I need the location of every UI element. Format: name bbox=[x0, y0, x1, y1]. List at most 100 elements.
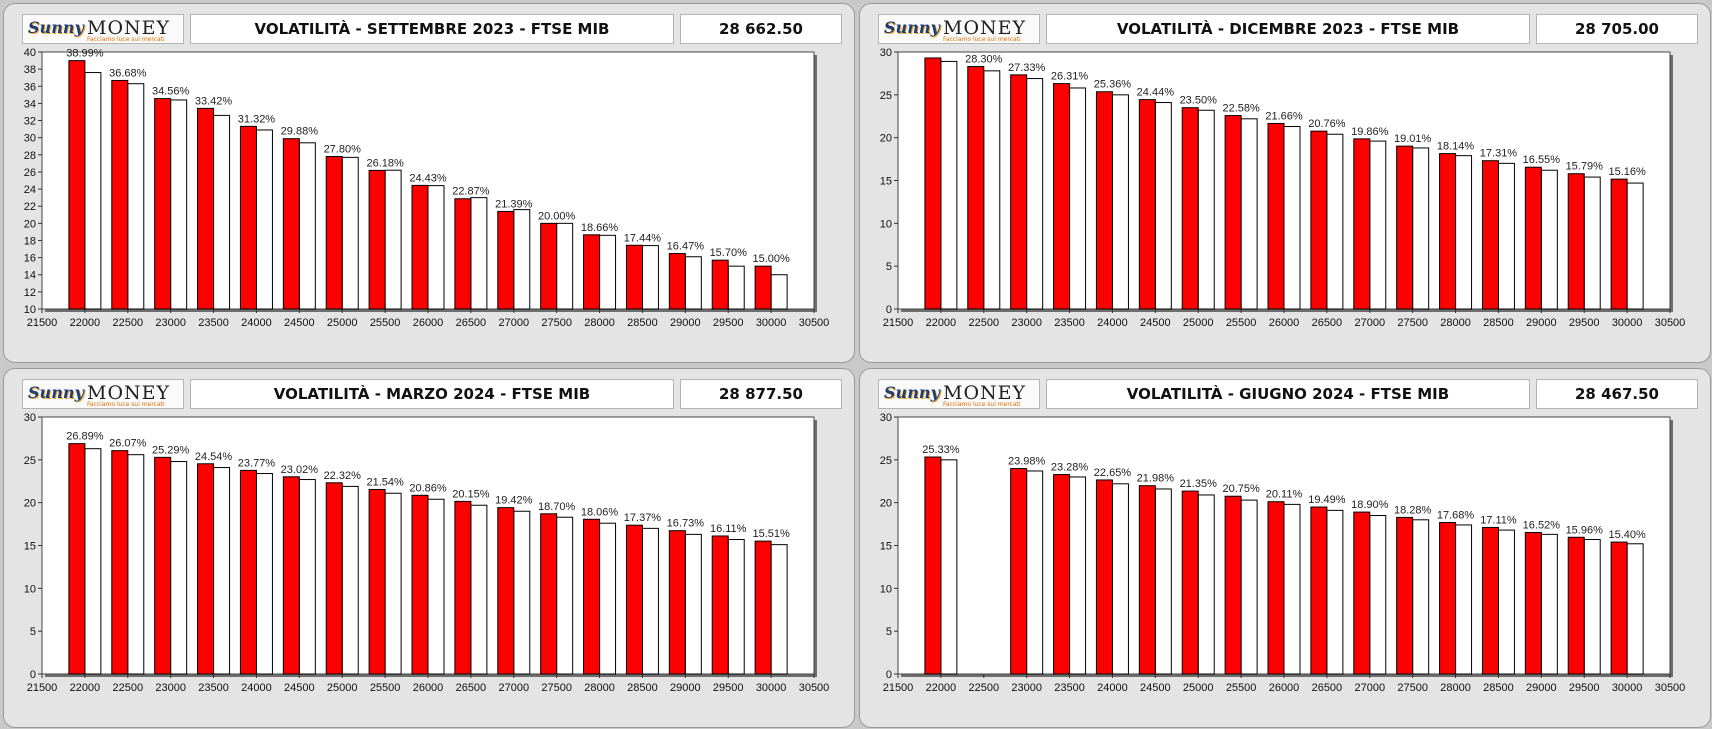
x-tick-label: 26500 bbox=[1312, 317, 1343, 329]
logo-tagline: Facciamo luce sui mercati bbox=[943, 401, 1021, 408]
y-tick-label: 30 bbox=[24, 412, 36, 424]
bar-red bbox=[754, 265, 772, 310]
bar-red bbox=[711, 535, 729, 675]
data-label: 15.00% bbox=[752, 253, 790, 265]
chart-title: VOLATILITÀ - MARZO 2024 - FTSE MIB bbox=[190, 379, 674, 409]
chart-panel-2: Sunny MONEY Facciamo luce sui mercati VO… bbox=[859, 3, 1711, 363]
bar-red bbox=[1610, 541, 1628, 675]
data-label: 24.54% bbox=[195, 451, 233, 463]
data-label: 17.11% bbox=[1480, 514, 1517, 526]
data-label: 36.68% bbox=[109, 67, 147, 79]
x-tick-label: 22500 bbox=[968, 317, 999, 329]
bar-red bbox=[1481, 160, 1499, 310]
bar-red bbox=[1567, 173, 1585, 310]
bar-red bbox=[1439, 522, 1457, 675]
y-tick-label: 24 bbox=[24, 184, 36, 196]
x-tick-label: 25000 bbox=[1183, 682, 1214, 694]
data-label: 15.51% bbox=[752, 528, 790, 540]
bar-white bbox=[1069, 476, 1087, 675]
data-label: 33.42% bbox=[195, 95, 233, 107]
bar-white bbox=[298, 142, 316, 310]
x-tick-label: 21500 bbox=[27, 682, 58, 694]
chart-panel-3: Sunny MONEY Facciamo luce sui mercati VO… bbox=[3, 368, 855, 728]
bar-white bbox=[1626, 543, 1644, 675]
data-label: 18.28% bbox=[1394, 504, 1432, 516]
bar-white bbox=[1626, 182, 1644, 310]
data-label: 23.98% bbox=[1008, 456, 1046, 468]
chart-title: VOLATILITÀ - GIUGNO 2024 - FTSE MIB bbox=[1046, 379, 1530, 409]
bar-white bbox=[1240, 118, 1258, 310]
x-tick-label: 28000 bbox=[584, 682, 615, 694]
logo-tagline: Facciamo luce sui mercati bbox=[87, 401, 165, 408]
bar-red bbox=[1524, 531, 1542, 675]
bar-white bbox=[641, 527, 659, 675]
bar-white bbox=[1069, 87, 1087, 310]
y-tick-label: 36 bbox=[24, 81, 36, 93]
bar-red bbox=[1181, 490, 1199, 675]
y-tick-label: 25 bbox=[880, 455, 892, 467]
y-tick-label: 10 bbox=[880, 583, 892, 595]
bar-white bbox=[684, 256, 702, 310]
bar-red bbox=[1053, 474, 1071, 675]
data-label: 16.55% bbox=[1523, 154, 1561, 166]
x-tick-label: 27000 bbox=[498, 317, 529, 329]
bar-white bbox=[513, 209, 531, 310]
bar-red bbox=[668, 530, 686, 675]
bar-red bbox=[1053, 83, 1071, 310]
bar-white bbox=[1154, 102, 1172, 310]
logo-money-text: MONEY bbox=[87, 17, 171, 39]
x-tick-label: 29500 bbox=[713, 682, 744, 694]
bar-white bbox=[1197, 494, 1215, 675]
data-label: 24.43% bbox=[409, 172, 447, 184]
bar-white bbox=[427, 498, 445, 675]
bar-red bbox=[325, 156, 343, 310]
bar-white bbox=[1497, 162, 1515, 310]
logo-tagline: Facciamo luce sui mercati bbox=[87, 36, 165, 43]
x-tick-label: 24000 bbox=[241, 682, 272, 694]
x-tick-label: 24500 bbox=[284, 317, 315, 329]
bar-white bbox=[599, 522, 617, 675]
y-tick-label: 28 bbox=[24, 150, 36, 162]
x-tick-label: 28500 bbox=[1483, 317, 1514, 329]
x-tick-label: 24500 bbox=[1140, 682, 1171, 694]
bar-white bbox=[556, 222, 574, 310]
bar-white bbox=[1197, 109, 1215, 310]
data-label: 15.96% bbox=[1566, 524, 1604, 536]
x-tick-label: 25500 bbox=[1226, 317, 1257, 329]
x-tick-label: 24500 bbox=[284, 682, 315, 694]
x-tick-label: 27000 bbox=[1354, 682, 1385, 694]
bar-white bbox=[84, 448, 102, 675]
volatility-chart: 10 12 14 16 18 20 22 24 26 28 30 32 34 36 38 40 21500 220… bbox=[24, 47, 830, 329]
x-tick-label: 30500 bbox=[1655, 682, 1686, 694]
underlying-price: 28 467.50 bbox=[1536, 379, 1698, 409]
sunny-money-logo: Sunny MONEY Facciamo luce sui mercati bbox=[878, 14, 1040, 44]
x-tick-label: 23500 bbox=[1054, 317, 1085, 329]
y-tick-label: 0 bbox=[886, 304, 892, 316]
y-tick-label: 20 bbox=[880, 133, 892, 145]
chart-title: VOLATILITÀ - DICEMBRE 2023 - FTSE MIB bbox=[1046, 14, 1530, 44]
bar-red bbox=[1224, 115, 1242, 310]
bar-white bbox=[1412, 519, 1430, 675]
x-tick-label: 29500 bbox=[1569, 682, 1600, 694]
x-tick-label: 30000 bbox=[756, 682, 787, 694]
x-tick-label: 22000 bbox=[926, 682, 957, 694]
data-label: 28.30% bbox=[965, 54, 1003, 66]
bar-white bbox=[599, 234, 617, 310]
bar-red bbox=[1267, 122, 1285, 310]
bar-red bbox=[154, 98, 172, 310]
y-tick-label: 15 bbox=[24, 541, 36, 553]
x-tick-label: 22500 bbox=[112, 682, 143, 694]
data-label: 17.31% bbox=[1480, 148, 1518, 160]
y-tick-label: 10 bbox=[24, 304, 36, 316]
bar-white bbox=[298, 479, 316, 675]
data-label: 20.11% bbox=[1266, 489, 1303, 501]
bar-white bbox=[384, 169, 402, 310]
bar-white bbox=[513, 510, 531, 675]
bar-red bbox=[368, 488, 386, 675]
bar-white bbox=[1369, 515, 1387, 675]
logo-money-text: MONEY bbox=[87, 382, 171, 404]
y-tick-label: 16 bbox=[24, 253, 36, 265]
bar-red bbox=[1567, 536, 1585, 675]
x-tick-label: 21500 bbox=[883, 317, 914, 329]
y-tick-label: 10 bbox=[880, 218, 892, 230]
